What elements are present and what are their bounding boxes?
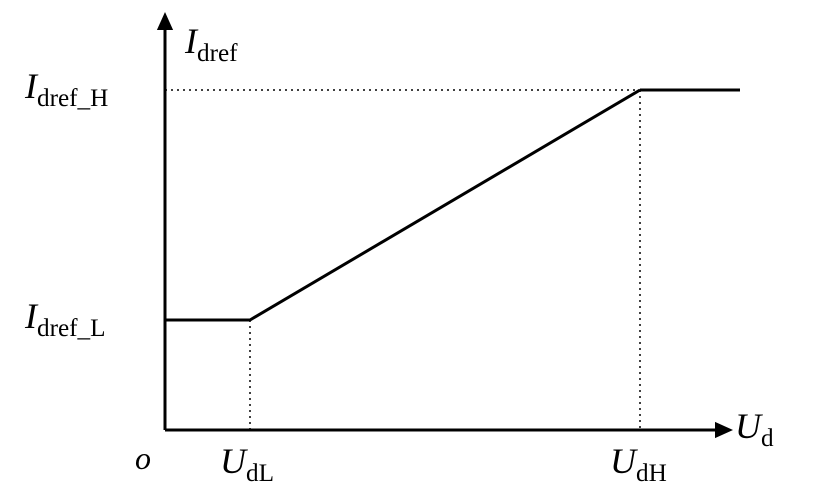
y-axis-label: Idref [185, 20, 238, 68]
x-low-label-main: U [220, 441, 246, 481]
x-axis-label-sub: d [761, 425, 774, 452]
y-low-label-main: I [25, 296, 37, 336]
x-axis-label: Ud [735, 405, 774, 453]
y-high-label-sub: dref_H [37, 85, 108, 112]
origin-label: o [135, 440, 151, 477]
x-high-label: UdH [610, 440, 667, 488]
y-low-label-sub: dref_L [37, 315, 106, 342]
y-axis-label-sub: dref [197, 40, 238, 67]
y-axis-label-main: I [185, 21, 197, 61]
x-axis-label-main: U [735, 406, 761, 446]
origin-label-main: o [135, 440, 151, 476]
x-low-label-sub: dL [246, 460, 274, 487]
x-high-label-sub: dH [636, 460, 667, 487]
chart-svg [0, 0, 813, 502]
x-high-label-main: U [610, 441, 636, 481]
y-high-label-main: I [25, 66, 37, 106]
chart-container: Idref Ud o Idref_H Idref_L UdL UdH [0, 0, 813, 502]
y-high-label: Idref_H [25, 65, 108, 113]
y-low-label: Idref_L [25, 295, 106, 343]
x-low-label: UdL [220, 440, 274, 488]
